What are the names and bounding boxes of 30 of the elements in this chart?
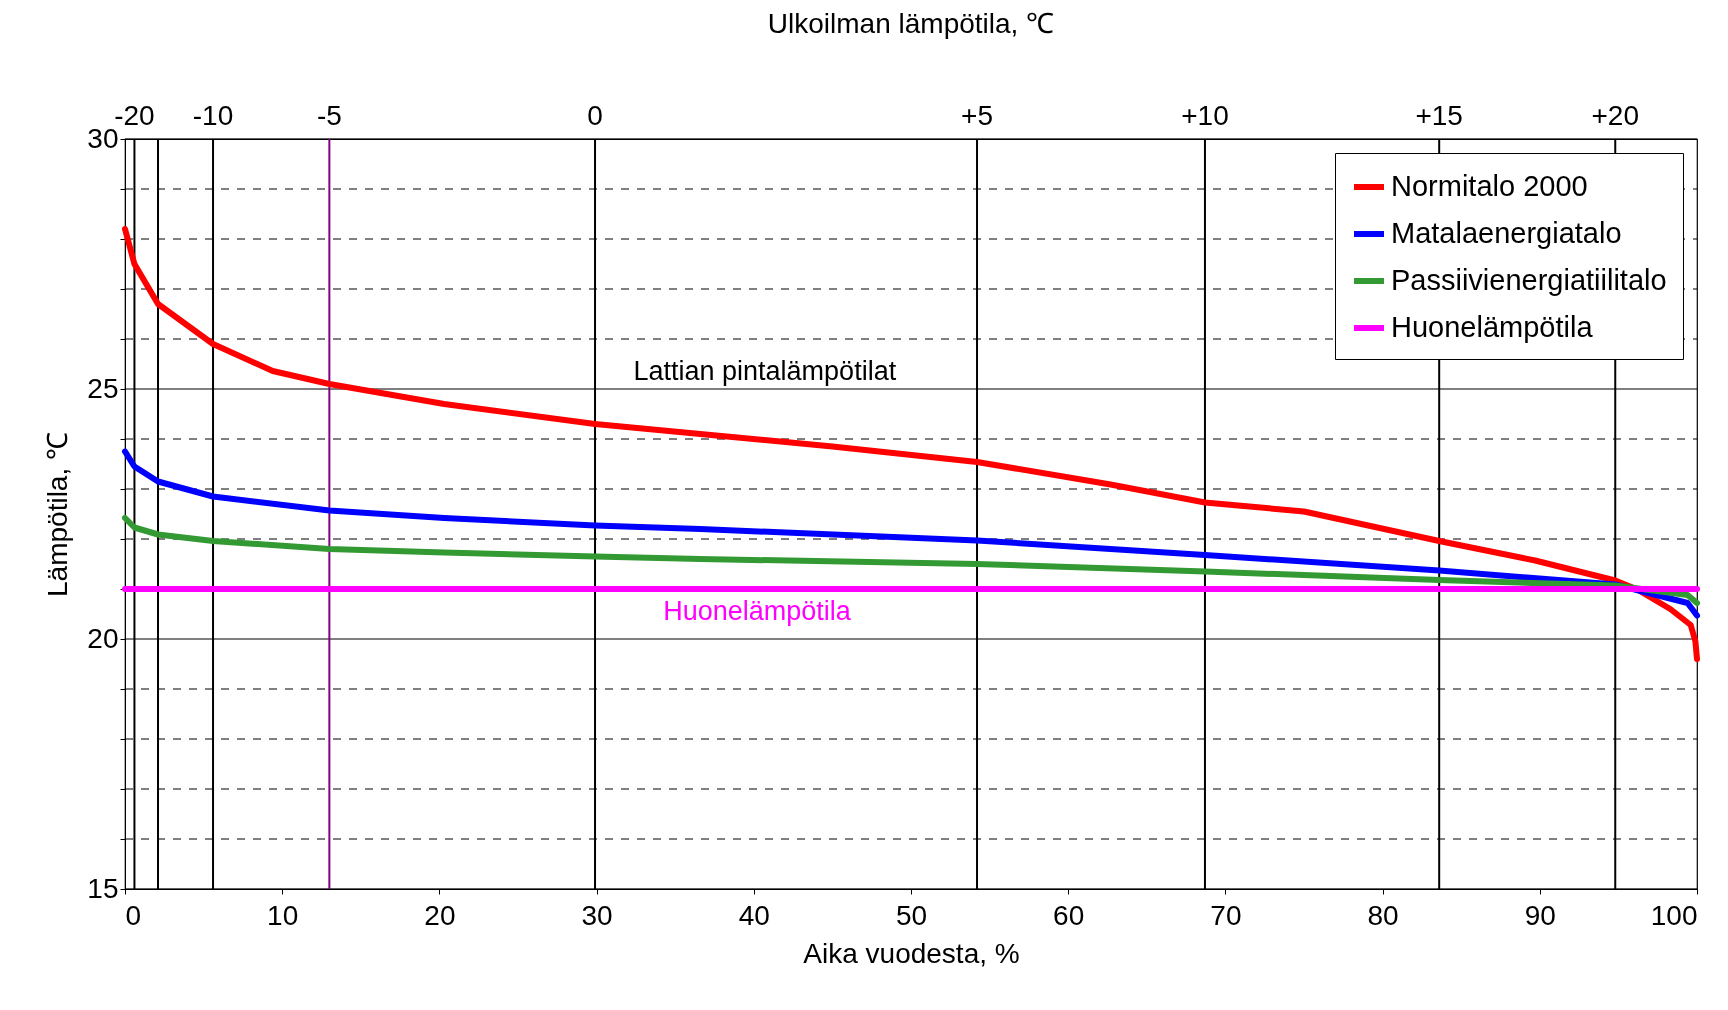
y-tick-label: 20 — [87, 622, 119, 654]
annotation: -5 — [316, 100, 342, 131]
x-tick-label: 40 — [738, 899, 770, 931]
x-axis-title: Aika vuodesta, % — [803, 937, 1020, 969]
annotation: +5 — [961, 100, 993, 131]
annotation: Huonelämpötila — [663, 596, 852, 627]
x-tick-label: 30 — [581, 899, 613, 931]
legend-label: Huonelämpötila — [1391, 311, 1594, 343]
annotation: +15 — [1415, 100, 1463, 131]
legend-label: Passiivienergiatiilitalo — [1391, 264, 1667, 296]
x-tick-label: 90 — [1524, 899, 1556, 931]
x-tick-label: 100 — [1650, 899, 1698, 931]
annotation: 0 — [587, 100, 603, 131]
chart-title: Ulkoilman lämpötila, ℃ — [767, 8, 1055, 39]
x-tick-label: 0 — [125, 899, 142, 931]
x-tick-label: 20 — [424, 899, 456, 931]
annotation: +20 — [1591, 100, 1640, 131]
legend-label: Normitalo 2000 — [1391, 170, 1588, 202]
annotation: Lattian pintalämpötilat — [633, 356, 897, 387]
x-tick-label: 50 — [895, 899, 928, 931]
y-axis-title: Lämpötila, ℃ — [42, 432, 74, 597]
y-tick-label: 15 — [87, 872, 119, 904]
y-tick-label: 25 — [87, 372, 119, 404]
x-tick-label: 60 — [1053, 899, 1085, 931]
x-tick-label: 70 — [1210, 899, 1242, 931]
x-tick-label: 80 — [1367, 899, 1399, 931]
annotation: -10 — [192, 100, 234, 131]
x-tick-label: 10 — [267, 899, 299, 931]
legend-label: Matalaenergiatalo — [1391, 217, 1622, 249]
annotation: +10 — [1181, 100, 1229, 131]
